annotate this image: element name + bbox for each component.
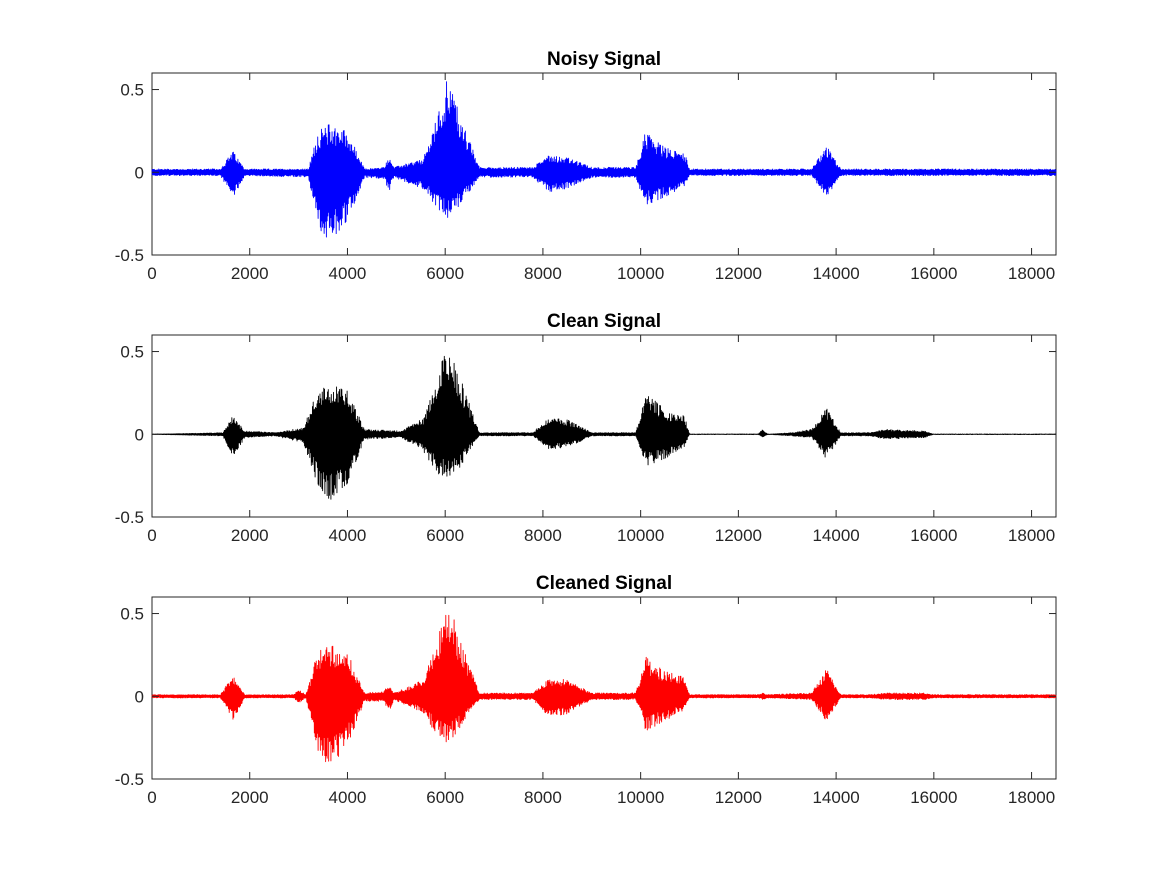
x-tick-label: 16000 <box>910 526 957 545</box>
signal-line <box>151 81 1057 238</box>
x-tick-label: 18000 <box>1008 788 1055 807</box>
subplot-title: Cleaned Signal <box>536 573 672 594</box>
y-tick-label: 0.5 <box>120 343 144 362</box>
x-tick-label: 10000 <box>617 526 664 545</box>
x-tick-label: 0 <box>147 526 156 545</box>
x-tick-label: 14000 <box>812 788 859 807</box>
y-tick-label: 0.5 <box>120 605 144 624</box>
x-tick-label: 4000 <box>329 526 367 545</box>
plot-body: 0 2000 4000 6000 8000 10000 12000 14000 16000 180… <box>115 335 1057 545</box>
x-tick-label: 2000 <box>231 264 269 283</box>
subplot-title: Noisy Signal <box>547 49 661 70</box>
subplot-clean: 0 2000 4000 6000 8000 10000 12000 14000 16000 180… <box>115 311 1057 545</box>
y-tick-label: -0.5 <box>115 770 144 789</box>
x-tick-label: 12000 <box>715 264 762 283</box>
x-tick-label: 18000 <box>1008 526 1055 545</box>
x-tick-label: 6000 <box>426 788 464 807</box>
x-tick-label: 6000 <box>426 526 464 545</box>
x-tick-label: 12000 <box>715 788 762 807</box>
x-tick-label: 4000 <box>329 264 367 283</box>
y-tick-label: 0 <box>135 425 144 444</box>
x-tick-label: 6000 <box>426 264 464 283</box>
axes-box <box>151 596 1057 780</box>
signal-line <box>151 614 1057 763</box>
x-tick-label: 10000 <box>617 788 664 807</box>
x-tick-label: 16000 <box>910 264 957 283</box>
x-tick-label: 4000 <box>329 788 367 807</box>
x-tick-label: 18000 <box>1008 264 1055 283</box>
y-tick-label: -0.5 <box>115 508 144 527</box>
x-tick-label: 8000 <box>524 526 562 545</box>
x-tick-label: 0 <box>147 264 156 283</box>
axes-box <box>151 334 1057 518</box>
signal-line <box>151 355 1057 500</box>
y-tick-label: 0.5 <box>120 81 144 100</box>
x-tick-label: 14000 <box>812 264 859 283</box>
plot-body: 0 2000 4000 6000 8000 10000 12000 14000 16000 180… <box>115 73 1057 283</box>
y-tick-label: 0 <box>135 163 144 182</box>
plot-body: 0 2000 4000 6000 8000 10000 12000 14000 16000 180… <box>115 597 1057 807</box>
x-tick-label: 12000 <box>715 526 762 545</box>
x-tick-label: 10000 <box>617 264 664 283</box>
subplot-cleaned: 0 2000 4000 6000 8000 10000 12000 14000 16000 180… <box>115 573 1057 807</box>
subplot-title: Clean Signal <box>547 311 661 332</box>
y-tick-label: 0 <box>135 687 144 706</box>
x-tick-label: 8000 <box>524 788 562 807</box>
subplot-noisy: 0 2000 4000 6000 8000 10000 12000 14000 16000 180… <box>115 49 1057 283</box>
x-tick-label: 16000 <box>910 788 957 807</box>
x-tick-label: 8000 <box>524 264 562 283</box>
x-tick-label: 0 <box>147 788 156 807</box>
y-tick-label: -0.5 <box>115 246 144 265</box>
axes-box <box>151 72 1057 256</box>
x-tick-label: 14000 <box>812 526 859 545</box>
x-tick-label: 2000 <box>231 788 269 807</box>
x-tick-label: 2000 <box>231 526 269 545</box>
